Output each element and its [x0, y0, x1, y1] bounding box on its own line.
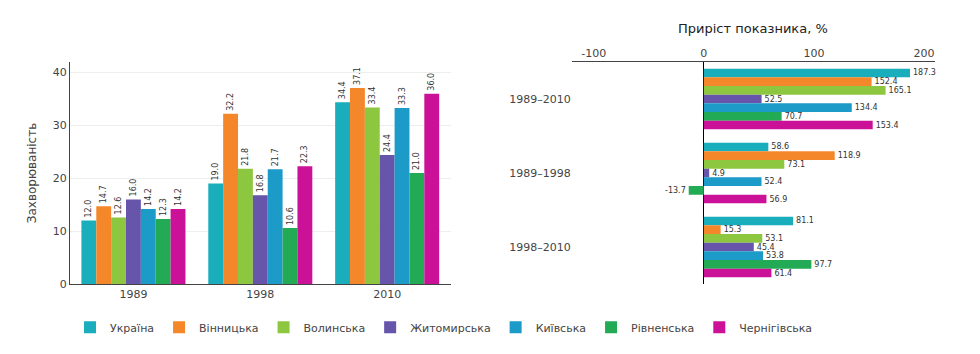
svg-text:33.4: 33.4 — [368, 87, 377, 105]
svg-text:1998: 1998 — [246, 288, 274, 301]
svg-text:100: 100 — [803, 47, 824, 60]
svg-text:32.2: 32.2 — [226, 93, 235, 111]
svg-text:14.2: 14.2 — [144, 188, 153, 206]
svg-text:14.2: 14.2 — [174, 188, 183, 206]
svg-text:134.4: 134.4 — [855, 103, 878, 112]
svg-text:1989–1998: 1989–1998 — [509, 167, 571, 180]
svg-text:21.7: 21.7 — [271, 148, 280, 166]
svg-text:45.4: 45.4 — [757, 243, 775, 252]
svg-text:153.4: 153.4 — [876, 121, 899, 130]
svg-text:53.8: 53.8 — [766, 251, 784, 260]
svg-text:22.3: 22.3 — [300, 145, 309, 163]
svg-text:0: 0 — [700, 47, 707, 60]
svg-text:Україна: Україна — [110, 322, 154, 335]
svg-text:1998–2010: 1998–2010 — [509, 241, 571, 254]
svg-text:36.0: 36.0 — [427, 73, 436, 91]
svg-text:Житомирська: Житомирська — [410, 322, 490, 335]
svg-text:52.4: 52.4 — [765, 177, 783, 186]
svg-text:12.0: 12.0 — [84, 200, 93, 218]
svg-text:Рівненська: Рівненська — [631, 322, 694, 335]
svg-text:52.5: 52.5 — [765, 95, 783, 104]
svg-text:61.4: 61.4 — [774, 269, 792, 278]
svg-text:37.1: 37.1 — [353, 67, 362, 85]
svg-text:97.7: 97.7 — [814, 260, 832, 269]
svg-text:24.4: 24.4 — [383, 134, 392, 152]
svg-text:40: 40 — [53, 66, 67, 79]
svg-text:187.3: 187.3 — [913, 68, 936, 77]
svg-text:14.7: 14.7 — [99, 185, 108, 203]
svg-text:10: 10 — [53, 225, 67, 238]
svg-text:-13.7: -13.7 — [665, 186, 686, 195]
svg-text:21.0: 21.0 — [412, 152, 421, 170]
svg-text:15.3: 15.3 — [724, 225, 742, 234]
svg-text:20: 20 — [53, 172, 67, 185]
svg-text:4.9: 4.9 — [712, 169, 725, 178]
svg-text:2010: 2010 — [373, 288, 401, 301]
svg-text:30: 30 — [53, 119, 67, 132]
svg-text:10.6: 10.6 — [286, 207, 295, 225]
svg-text:200: 200 — [913, 47, 934, 60]
svg-text:1989–2010: 1989–2010 — [509, 93, 571, 106]
svg-text:58.6: 58.6 — [771, 142, 789, 151]
svg-text:56.9: 56.9 — [769, 195, 787, 204]
svg-text:53.1: 53.1 — [765, 234, 783, 243]
svg-text:16.0: 16.0 — [129, 179, 138, 197]
svg-text:Приріст показника, %: Приріст показника, % — [678, 21, 828, 36]
svg-text:33.3: 33.3 — [398, 87, 407, 105]
svg-text:-100: -100 — [581, 47, 606, 60]
svg-text:Вінницька: Вінницька — [199, 322, 259, 335]
svg-text:Чернігівська: Чернігівська — [739, 322, 812, 335]
svg-text:152.4: 152.4 — [875, 77, 898, 86]
svg-text:Захворюваність: Захворюваність — [25, 123, 39, 224]
svg-text:21.8: 21.8 — [241, 148, 250, 166]
svg-text:Волинська: Волинська — [304, 322, 366, 335]
svg-text:70.7: 70.7 — [785, 112, 803, 121]
svg-text:81.1: 81.1 — [796, 216, 814, 225]
svg-text:1989: 1989 — [119, 288, 147, 301]
svg-text:12.6: 12.6 — [114, 197, 123, 215]
svg-text:165.1: 165.1 — [889, 86, 912, 95]
svg-text:Київська: Київська — [536, 322, 586, 335]
svg-text:0: 0 — [60, 278, 67, 291]
svg-text:16.8: 16.8 — [256, 174, 265, 192]
svg-text:118.9: 118.9 — [838, 151, 861, 160]
svg-text:34.4: 34.4 — [338, 81, 347, 99]
svg-text:12.3: 12.3 — [159, 198, 168, 216]
svg-text:73.1: 73.1 — [787, 160, 805, 169]
svg-text:19.0: 19.0 — [211, 163, 220, 181]
